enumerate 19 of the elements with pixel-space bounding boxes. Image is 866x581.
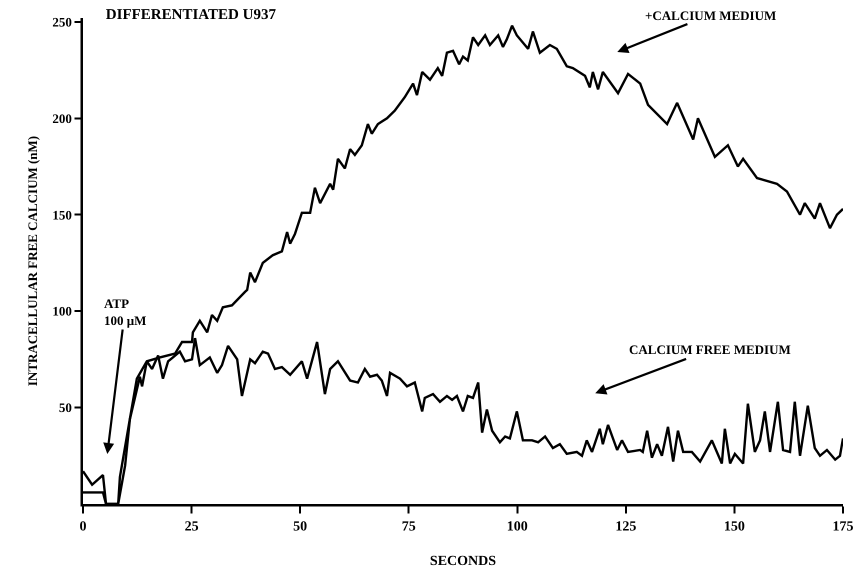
x-tick-label: 25 bbox=[184, 519, 199, 534]
y-tick-label: 100 bbox=[52, 304, 72, 319]
x-tick-label: 125 bbox=[615, 519, 636, 534]
annotation: CALCIUM FREE MEDIUM bbox=[629, 342, 791, 357]
x-tick-label: 150 bbox=[724, 519, 745, 534]
x-tick-label: 75 bbox=[402, 519, 416, 534]
x-tick-label: 0 bbox=[80, 519, 86, 534]
x-axis-title: SECONDS bbox=[430, 554, 496, 569]
x-tick-label: 100 bbox=[506, 519, 528, 534]
x-tick-label: 175 bbox=[832, 519, 854, 534]
y-tick-label: 250 bbox=[52, 14, 72, 30]
x-tick-label: 50 bbox=[293, 519, 308, 534]
y-tick-label: 50 bbox=[58, 400, 72, 416]
y-tick-label: 150 bbox=[52, 207, 72, 222]
y-axis-title: INTRACELLULAR FREE CALCIUM (nM) bbox=[25, 136, 40, 386]
chart-title: DIFFERENTIATED U937 bbox=[106, 7, 276, 24]
annotation: +CALCIUM MEDIUM bbox=[645, 8, 776, 23]
annotation: ATP 100 μM bbox=[104, 296, 146, 328]
y-tick-label: 200 bbox=[52, 110, 72, 126]
